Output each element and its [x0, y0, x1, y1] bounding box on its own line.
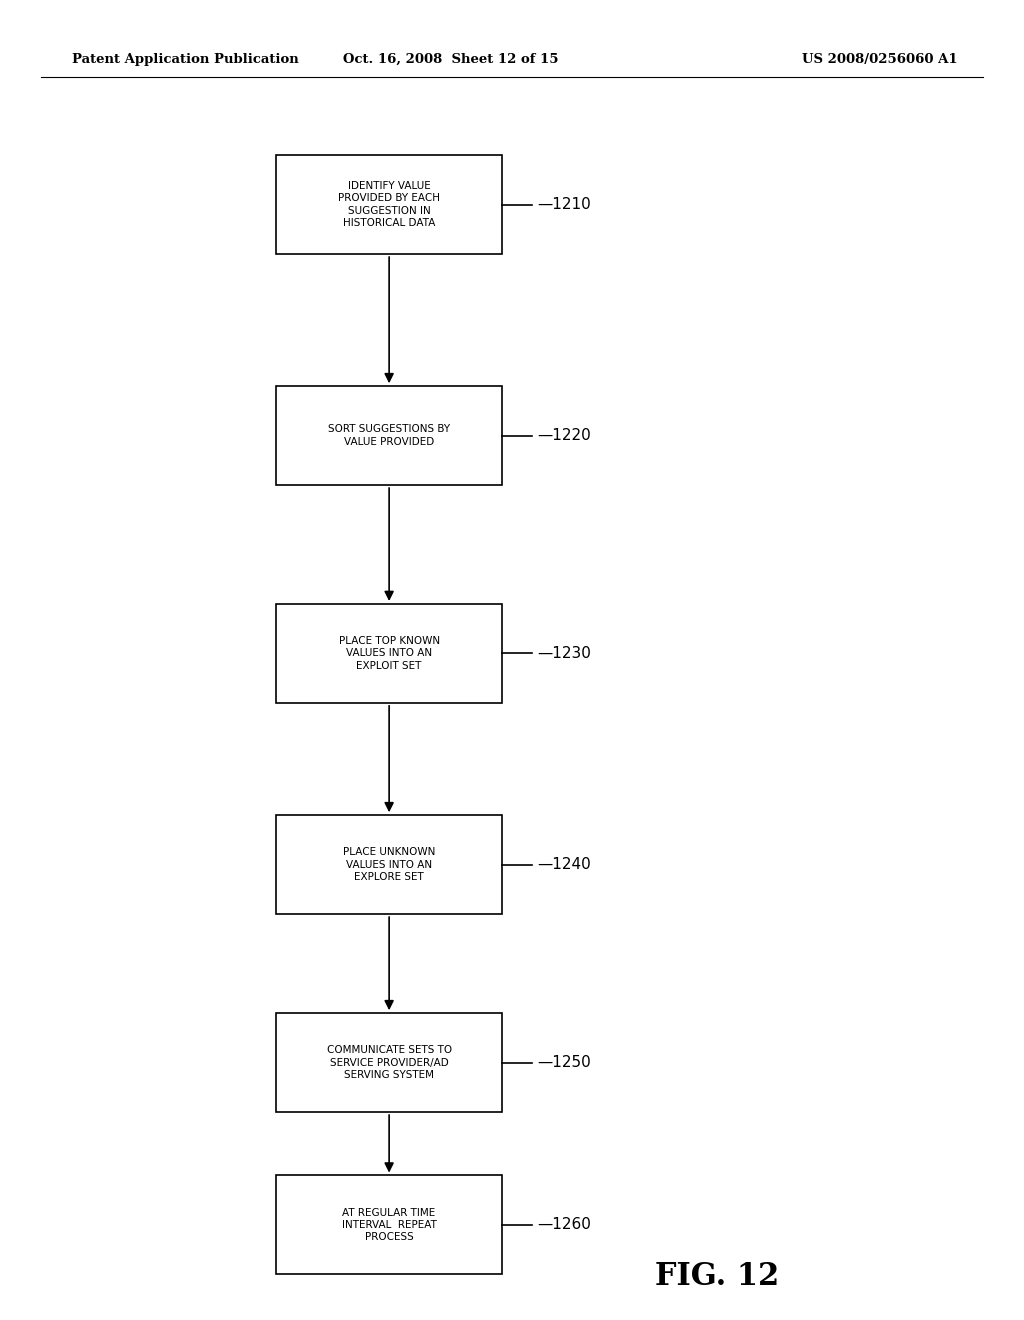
Text: —1230: —1230	[538, 645, 592, 661]
Text: —1210: —1210	[538, 197, 591, 213]
Text: US 2008/0256060 A1: US 2008/0256060 A1	[802, 53, 957, 66]
Bar	[276, 385, 502, 484]
Bar	[276, 605, 502, 702]
Text: —1260: —1260	[538, 1217, 592, 1233]
Text: —1220: —1220	[538, 428, 591, 444]
Text: AT REGULAR TIME
INTERVAL  REPEAT
PROCESS: AT REGULAR TIME INTERVAL REPEAT PROCESS	[342, 1208, 436, 1242]
Bar	[276, 814, 502, 913]
Text: IDENTIFY VALUE
PROVIDED BY EACH
SUGGESTION IN
HISTORICAL DATA: IDENTIFY VALUE PROVIDED BY EACH SUGGESTI…	[338, 181, 440, 228]
Text: PLACE TOP KNOWN
VALUES INTO AN
EXPLOIT SET: PLACE TOP KNOWN VALUES INTO AN EXPLOIT S…	[339, 636, 439, 671]
Text: —1250: —1250	[538, 1055, 591, 1071]
Bar	[276, 1014, 502, 1111]
Text: SORT SUGGESTIONS BY
VALUE PROVIDED: SORT SUGGESTIONS BY VALUE PROVIDED	[328, 425, 451, 446]
Bar	[276, 1176, 502, 1275]
Text: Oct. 16, 2008  Sheet 12 of 15: Oct. 16, 2008 Sheet 12 of 15	[343, 53, 558, 66]
Text: FIG. 12: FIG. 12	[654, 1261, 779, 1292]
Bar	[276, 154, 502, 253]
Text: —1240: —1240	[538, 857, 591, 873]
Text: PLACE UNKNOWN
VALUES INTO AN
EXPLORE SET: PLACE UNKNOWN VALUES INTO AN EXPLORE SET	[343, 847, 435, 882]
Text: Patent Application Publication: Patent Application Publication	[72, 53, 298, 66]
Text: COMMUNICATE SETS TO
SERVICE PROVIDER/AD
SERVING SYSTEM: COMMUNICATE SETS TO SERVICE PROVIDER/AD …	[327, 1045, 452, 1080]
